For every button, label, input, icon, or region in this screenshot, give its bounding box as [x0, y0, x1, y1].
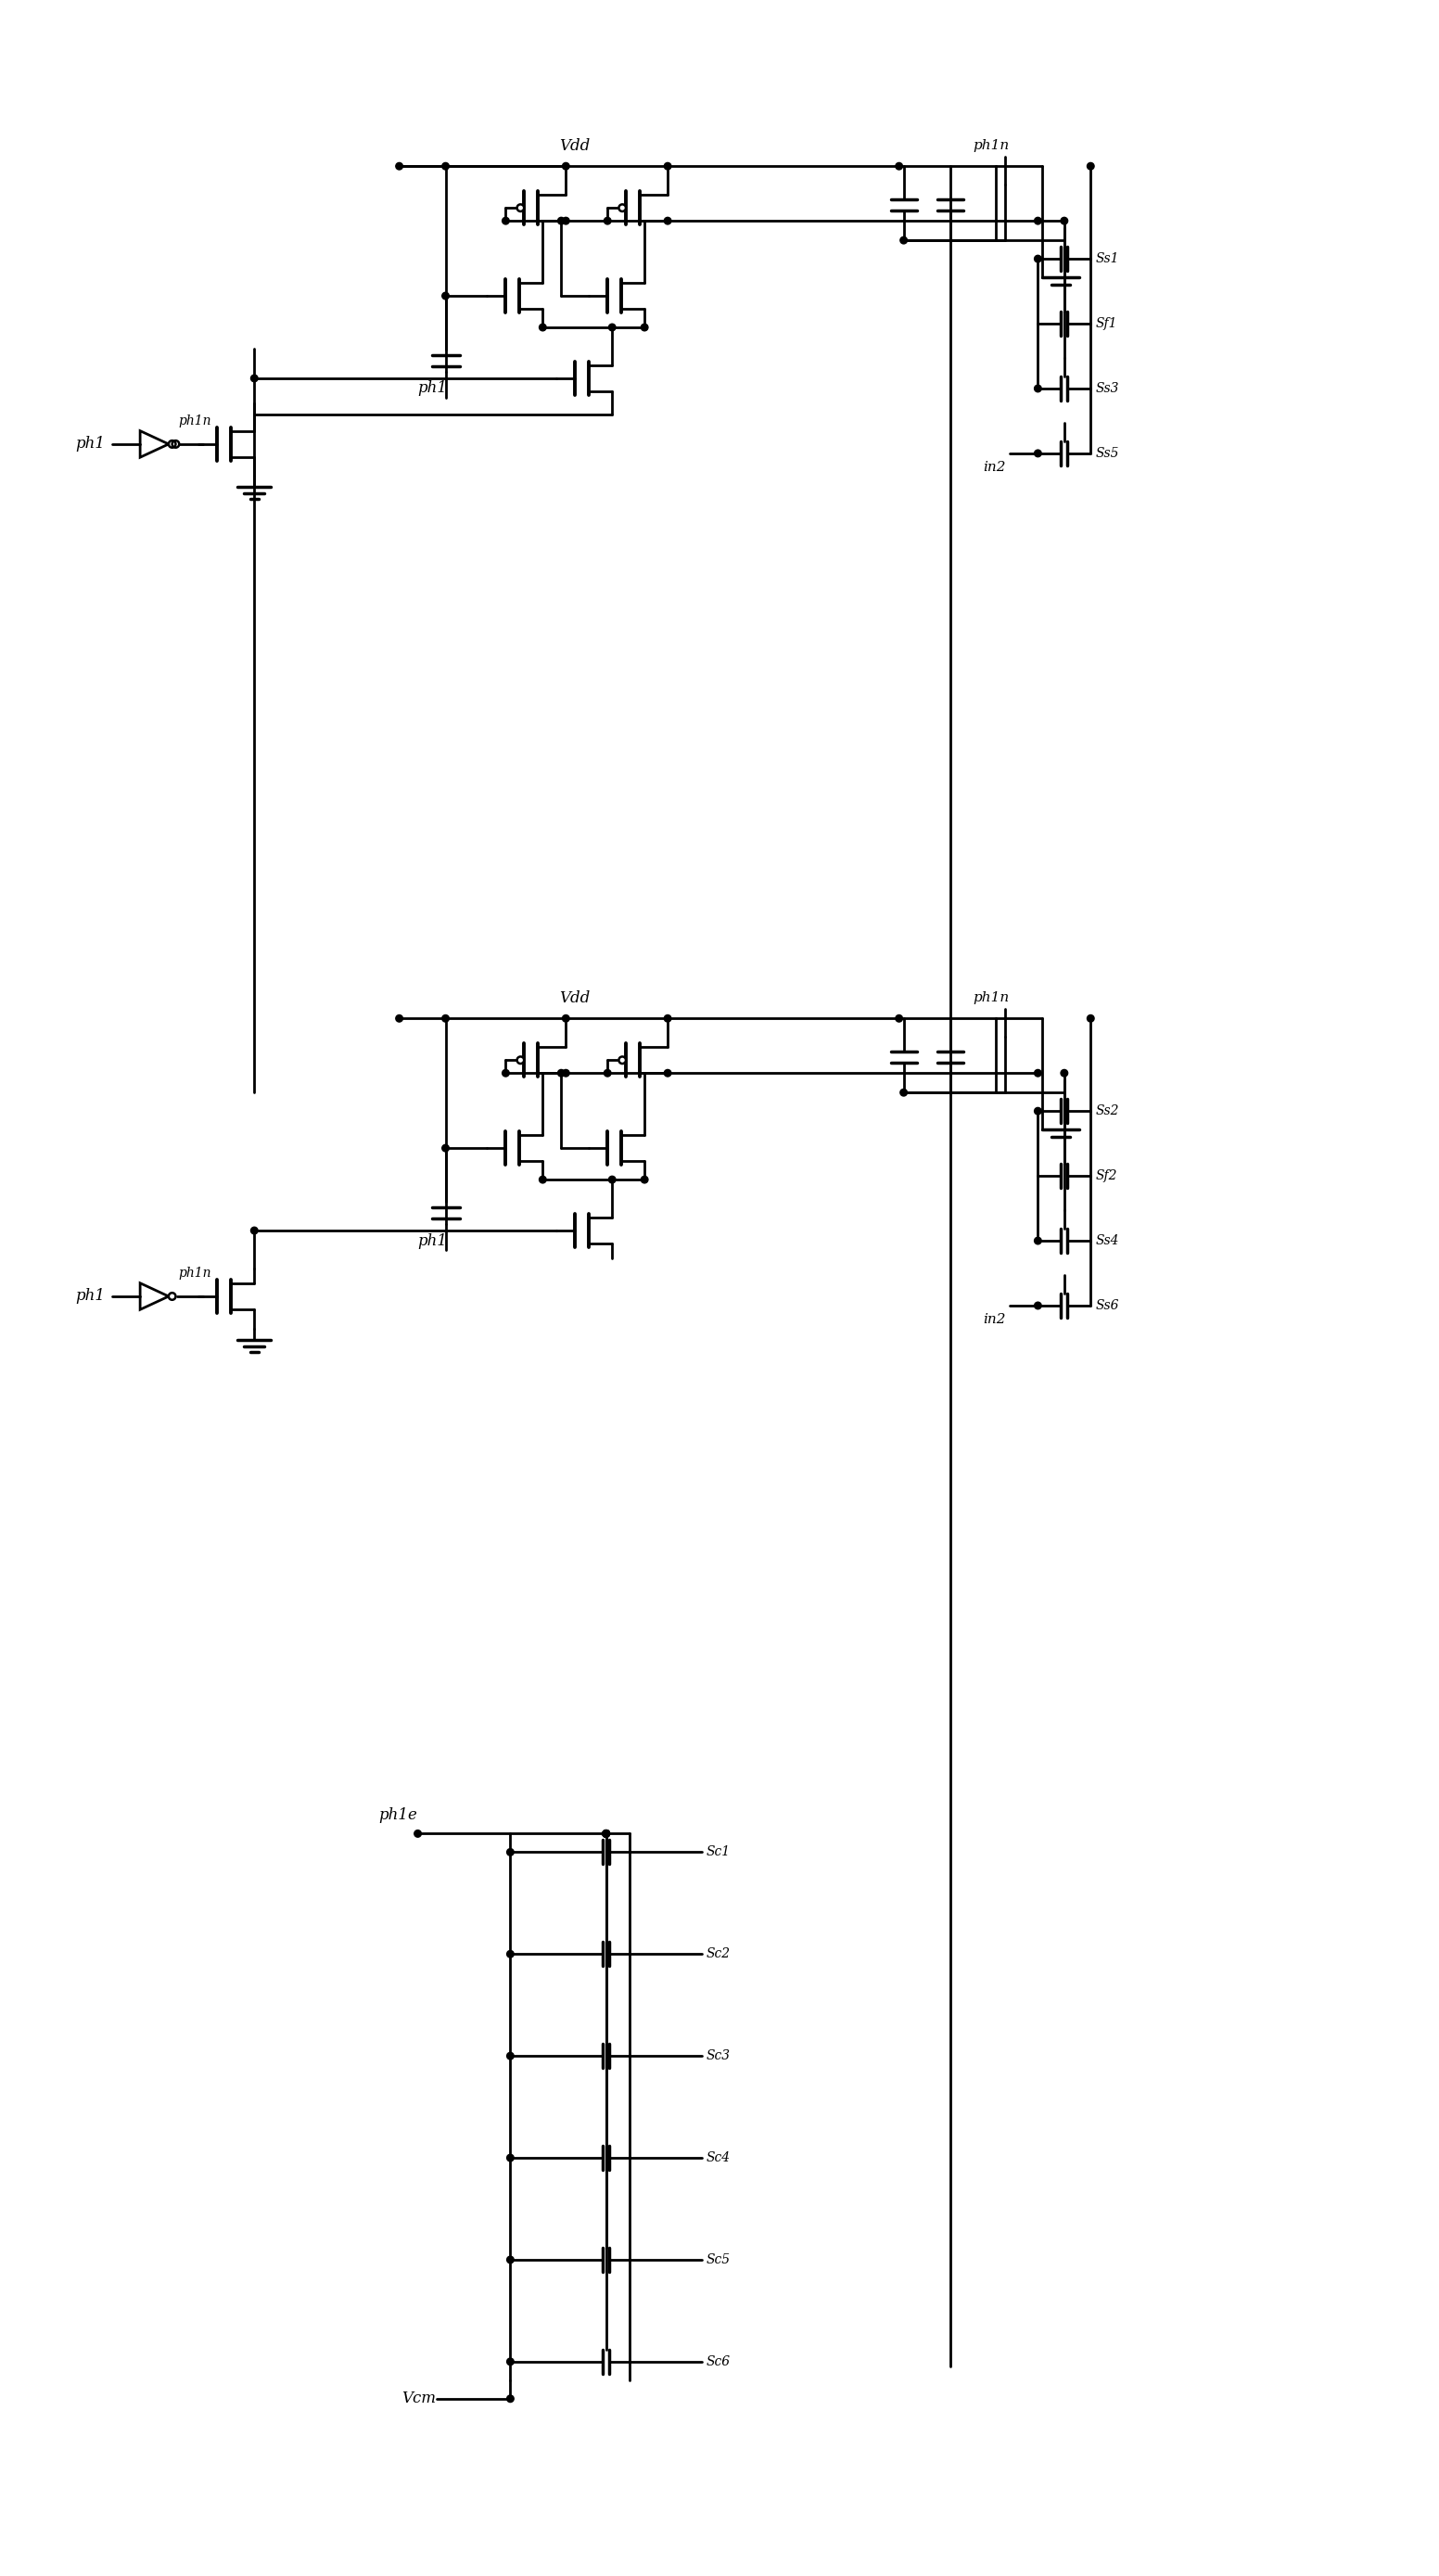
Circle shape	[414, 1829, 422, 1837]
Circle shape	[507, 2053, 514, 2058]
Circle shape	[517, 204, 524, 211]
Text: Ss6: Ss6	[1095, 1298, 1120, 1311]
Circle shape	[507, 2396, 514, 2403]
Circle shape	[619, 1056, 626, 1064]
Text: Sf1: Sf1	[1095, 317, 1117, 330]
Circle shape	[168, 1293, 176, 1301]
Circle shape	[396, 162, 403, 170]
Circle shape	[1035, 1108, 1042, 1115]
Circle shape	[540, 1177, 547, 1182]
Circle shape	[442, 291, 449, 299]
Circle shape	[442, 1015, 449, 1023]
Circle shape	[1086, 1015, 1094, 1023]
Circle shape	[901, 1090, 907, 1095]
Circle shape	[507, 2257, 514, 2264]
Text: ph1: ph1	[417, 381, 448, 397]
Text: Vcm: Vcm	[401, 2391, 436, 2406]
Text: Ss5: Ss5	[1095, 446, 1120, 461]
Circle shape	[1061, 1069, 1068, 1077]
Circle shape	[396, 1015, 403, 1023]
Circle shape	[563, 216, 570, 224]
Circle shape	[609, 325, 616, 330]
Text: Sc6: Sc6	[707, 2354, 731, 2367]
Circle shape	[665, 1069, 671, 1077]
Circle shape	[507, 2154, 514, 2161]
Circle shape	[603, 1829, 610, 1837]
Circle shape	[507, 1950, 514, 1958]
Text: ph1e: ph1e	[378, 1808, 417, 1824]
Circle shape	[604, 1069, 612, 1077]
Text: Sc1: Sc1	[707, 1844, 731, 1860]
Circle shape	[563, 1069, 570, 1077]
Circle shape	[1035, 1236, 1042, 1244]
Circle shape	[665, 216, 671, 224]
Circle shape	[665, 162, 671, 170]
Text: ph1: ph1	[75, 1288, 105, 1303]
Circle shape	[901, 237, 907, 245]
Circle shape	[507, 1850, 514, 1855]
Circle shape	[604, 216, 612, 224]
Circle shape	[540, 325, 547, 330]
Circle shape	[517, 1056, 524, 1064]
Circle shape	[603, 1829, 610, 1837]
Circle shape	[603, 1829, 610, 1837]
Text: ph1n: ph1n	[178, 1267, 212, 1280]
Circle shape	[442, 162, 449, 170]
Circle shape	[1035, 1301, 1042, 1309]
Text: Ss4: Ss4	[1095, 1234, 1120, 1247]
Circle shape	[558, 216, 564, 224]
Circle shape	[1035, 216, 1042, 224]
Text: in2: in2	[983, 1314, 1006, 1327]
Text: Vdd: Vdd	[560, 139, 590, 155]
Circle shape	[603, 1829, 610, 1837]
Circle shape	[507, 2357, 514, 2365]
Circle shape	[895, 162, 902, 170]
Text: Sc2: Sc2	[707, 1947, 731, 1960]
Circle shape	[173, 440, 180, 448]
Text: Ss2: Ss2	[1095, 1105, 1120, 1118]
Text: Ss1: Ss1	[1095, 252, 1120, 265]
Circle shape	[1061, 216, 1068, 224]
Circle shape	[563, 1015, 570, 1023]
Circle shape	[168, 440, 176, 448]
Circle shape	[1035, 384, 1042, 392]
Text: ph1n: ph1n	[973, 992, 1010, 1005]
Text: ph1n: ph1n	[973, 139, 1010, 152]
Text: Sc4: Sc4	[707, 2151, 731, 2164]
Circle shape	[619, 204, 626, 211]
Circle shape	[250, 374, 258, 381]
Circle shape	[640, 325, 648, 330]
Circle shape	[895, 1015, 902, 1023]
Text: ph1: ph1	[417, 1234, 448, 1249]
Circle shape	[1035, 255, 1042, 263]
Circle shape	[250, 1226, 258, 1234]
Text: ph1n: ph1n	[178, 415, 212, 428]
Text: in2: in2	[983, 461, 1006, 474]
Circle shape	[609, 1177, 616, 1182]
Circle shape	[502, 216, 509, 224]
Circle shape	[1035, 451, 1042, 456]
Circle shape	[502, 1069, 509, 1077]
Text: Vdd: Vdd	[560, 992, 590, 1007]
Text: Sc5: Sc5	[707, 2254, 731, 2267]
Circle shape	[1035, 1069, 1042, 1077]
Text: Sc3: Sc3	[707, 2050, 731, 2063]
Circle shape	[558, 1069, 564, 1077]
Circle shape	[442, 1144, 449, 1151]
Text: Sf2: Sf2	[1095, 1170, 1117, 1182]
Circle shape	[563, 162, 570, 170]
Circle shape	[640, 1177, 648, 1182]
Circle shape	[603, 1829, 610, 1837]
Circle shape	[1086, 162, 1094, 170]
Circle shape	[603, 1829, 610, 1837]
Circle shape	[665, 1015, 671, 1023]
Text: Ss3: Ss3	[1095, 381, 1120, 394]
Text: ph1: ph1	[75, 435, 105, 451]
